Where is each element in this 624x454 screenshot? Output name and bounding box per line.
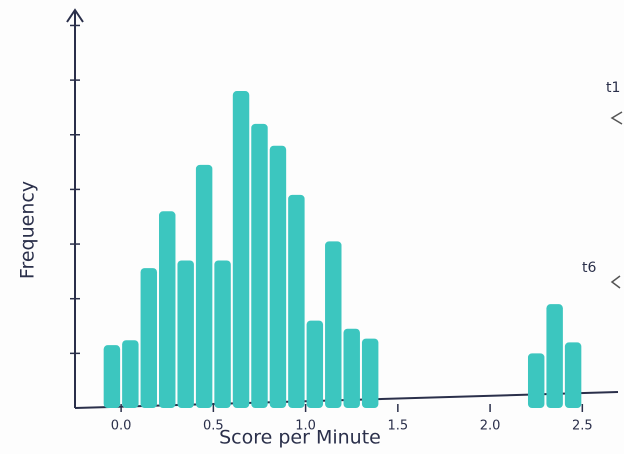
bar <box>269 145 287 409</box>
bar <box>195 164 213 408</box>
bar <box>546 304 563 408</box>
annotation: t6 <box>582 260 596 276</box>
bar <box>159 211 176 408</box>
bar <box>564 342 582 408</box>
x-tick-label: 1.5 <box>388 419 409 434</box>
x-axis-title: Score per Minute <box>219 427 381 449</box>
x-tick-label: 2.0 <box>480 419 501 434</box>
x-tick-label: 0.5 <box>203 419 224 434</box>
x-tick-label: 2.5 <box>572 419 593 434</box>
y-axis-title: Frequency <box>17 181 39 279</box>
x-tick-label: 1.0 <box>295 419 316 434</box>
annotation-arrow <box>610 275 621 289</box>
bar <box>140 268 158 408</box>
bar <box>103 345 121 408</box>
y-axis-arrow <box>66 8 84 23</box>
bar <box>232 91 250 409</box>
bar <box>325 241 342 408</box>
annotation: t1 <box>606 80 620 96</box>
bar <box>214 260 231 408</box>
bar <box>288 194 305 408</box>
bar <box>343 328 360 408</box>
annotation-arrow <box>610 111 623 125</box>
bar <box>122 340 139 408</box>
bar <box>361 338 379 408</box>
bar <box>527 353 545 408</box>
bar <box>306 320 324 408</box>
bar <box>251 123 268 408</box>
x-tick-label: 0.0 <box>111 419 132 434</box>
bar <box>177 260 194 408</box>
